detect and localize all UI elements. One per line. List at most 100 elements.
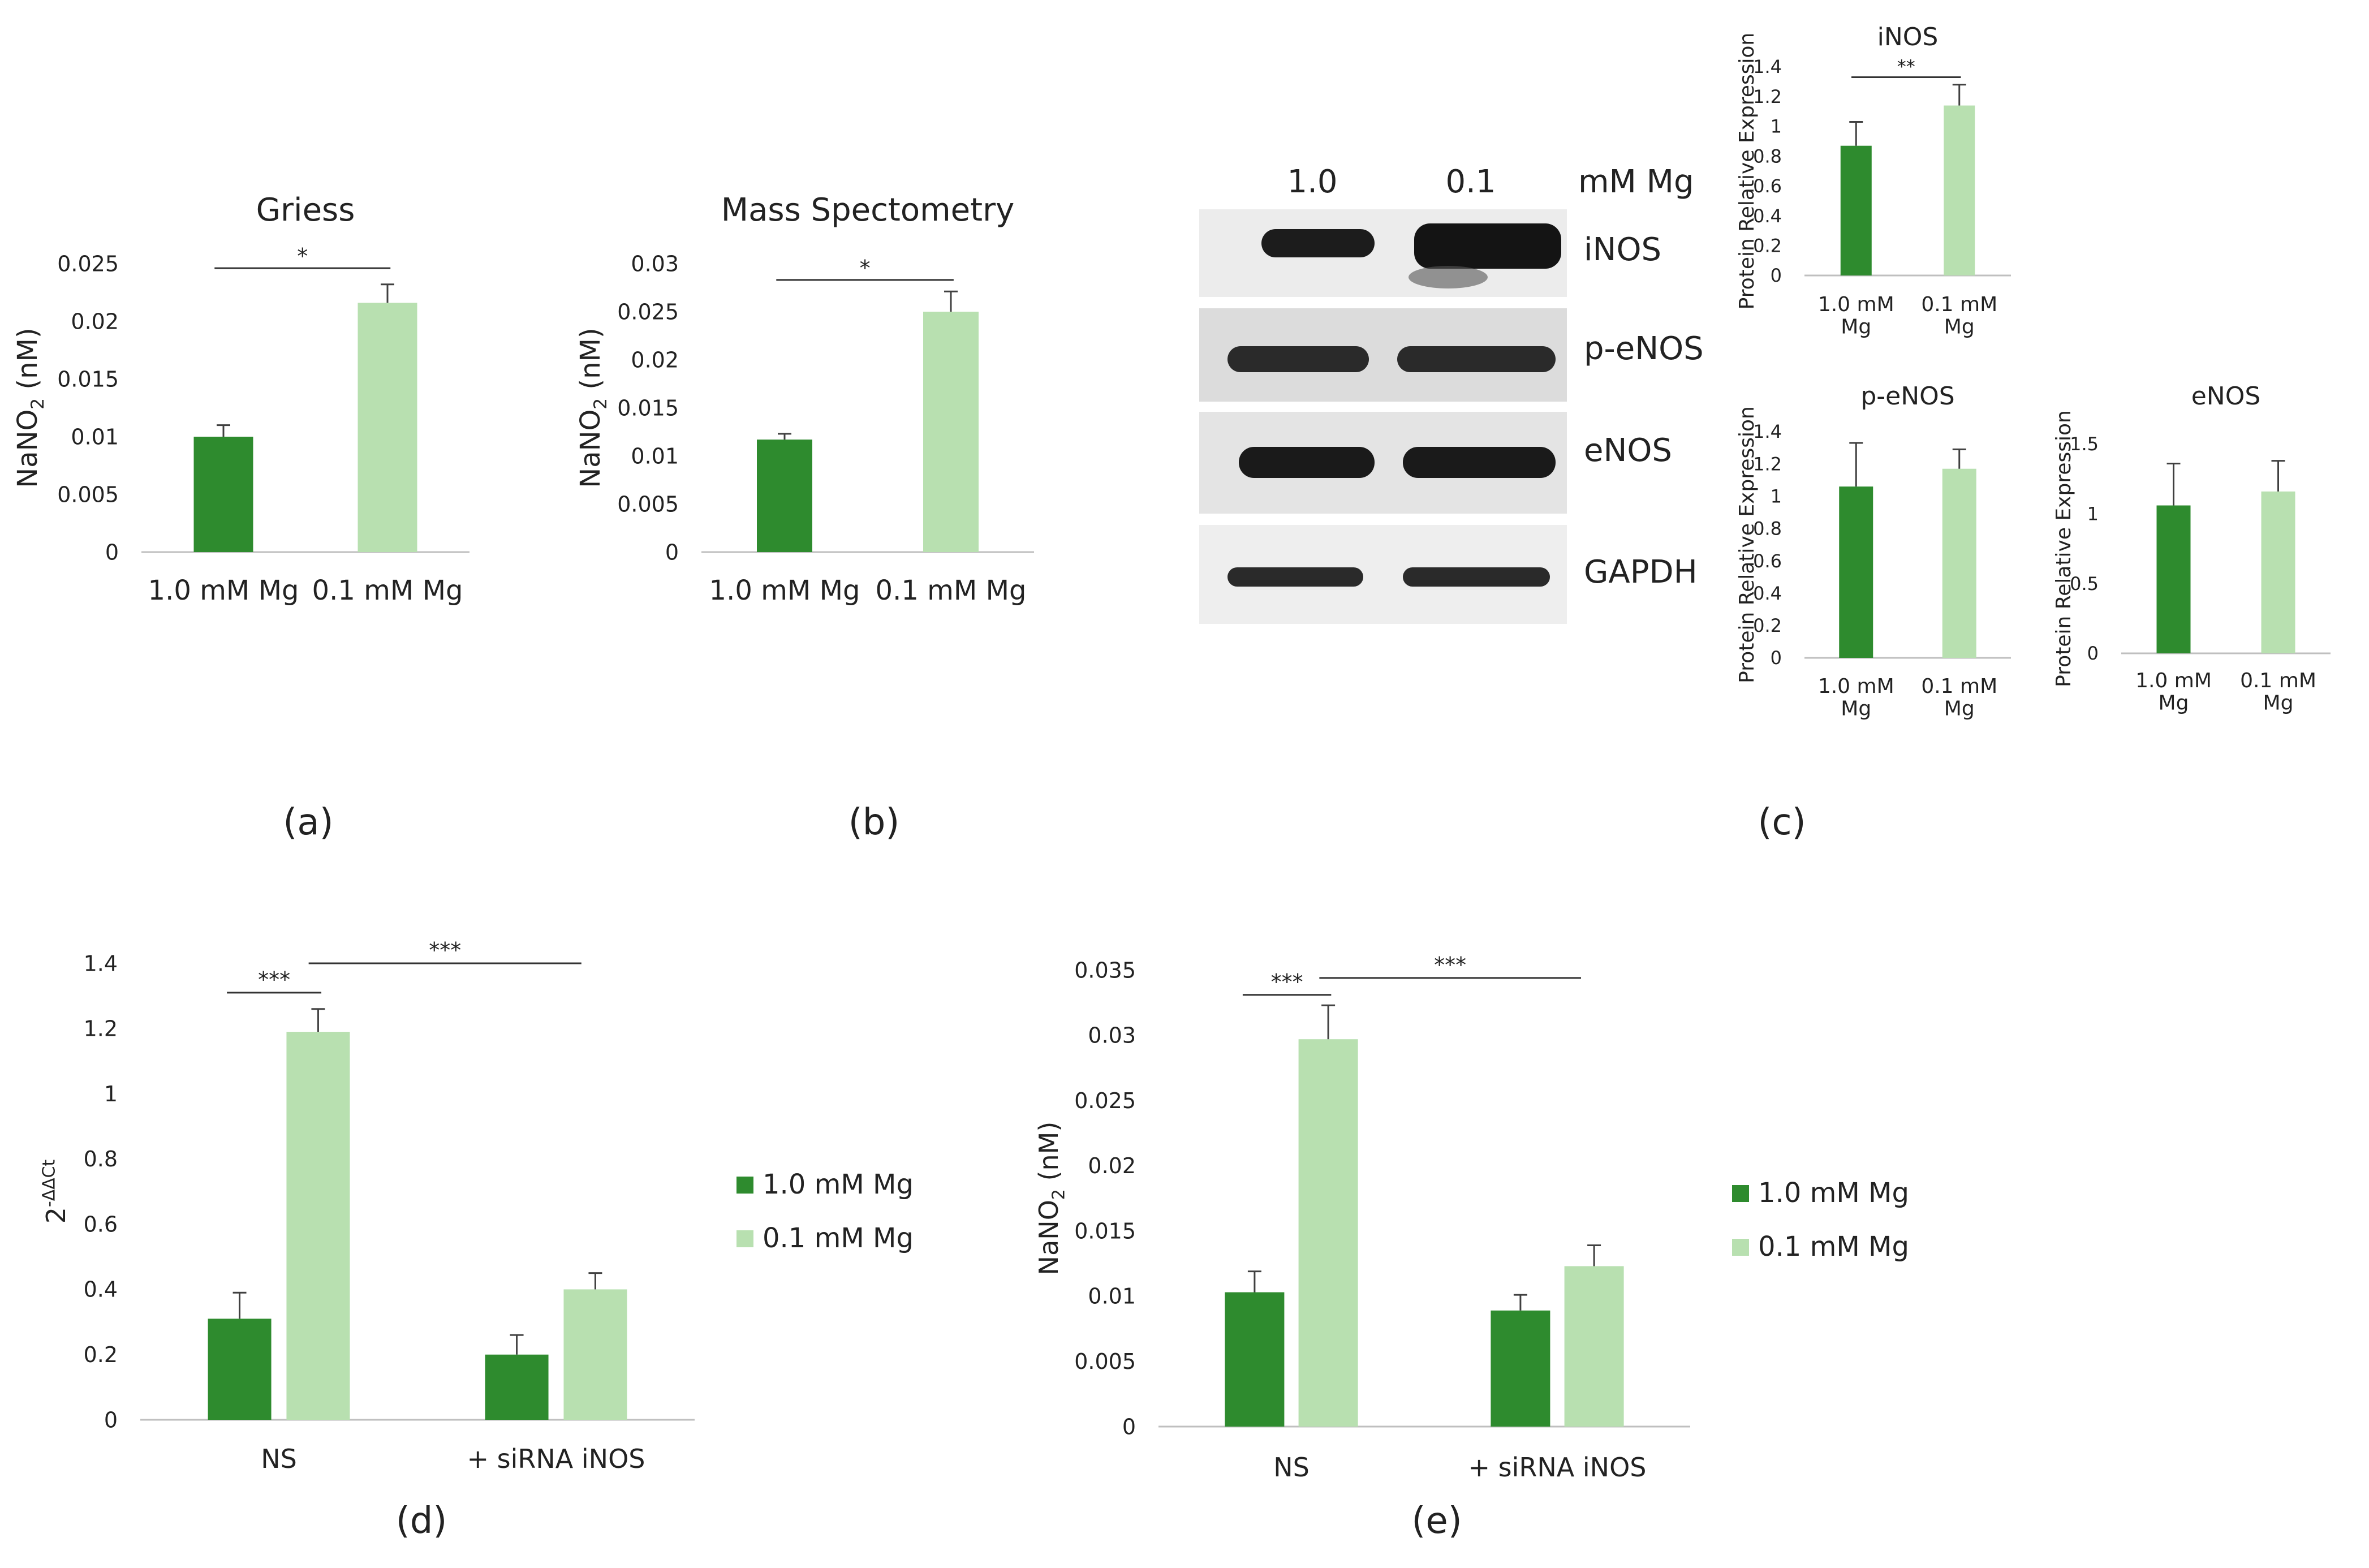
y-tick-label: 0 — [2087, 643, 2099, 664]
y-axis-label: NaNO2 (nM) — [1033, 1122, 1069, 1276]
y-tick-label: 0.035 — [1074, 958, 1136, 983]
y-tick-label: 0.015 — [57, 367, 119, 391]
y-tick-label: 1.5 — [2070, 433, 2099, 455]
bar-0.1mM — [1298, 1039, 1358, 1427]
x-category-label: 1.0 mM — [2135, 669, 2212, 692]
chart-ddct: 0 0.2 0.4 0.6 0.8 1 1.2 1.4 2-ΔΔCt NS + siRNA iNOS… — [40, 938, 695, 1474]
y-tick-label: 1.4 — [84, 951, 118, 976]
chart-title: Griess — [256, 192, 355, 229]
y-tick-label: 0.6 — [1753, 550, 1782, 572]
x-category-label-line2: Mg — [1841, 316, 1871, 339]
western-blot: 1.0 0.1 mM Mg iNOS p-eNOS eNOS GAPDH — [1199, 163, 1704, 624]
y-tick-label: 0.015 — [1074, 1218, 1136, 1243]
y-tick-label: 1 — [104, 1082, 118, 1106]
y-tick-label: 0.02 — [631, 347, 679, 372]
x-category-label: 0.1 mM — [1921, 293, 1997, 316]
blot-band-inos-lane-2 — [1414, 223, 1561, 269]
x-category-label: 1.0 mM Mg — [709, 575, 860, 606]
y-tick-label: 1.4 — [1753, 421, 1782, 442]
x-category-label-line2: Mg — [1841, 697, 1871, 721]
blot-label-gapdh: GAPDH — [1584, 554, 1698, 591]
bar-1mM — [1491, 1310, 1550, 1427]
chart-title: eNOS — [2191, 382, 2261, 411]
blot-header-lane-1: 1.0 — [1287, 163, 1337, 200]
bar-1mM — [1225, 1292, 1285, 1427]
y-tick-label: 0.4 — [1753, 205, 1782, 227]
blot-header-lane-2: 0.1 — [1445, 163, 1496, 200]
y-tick-label: 1 — [2087, 503, 2099, 525]
bar-1mM — [1839, 486, 1873, 658]
x-category-label-line2: Mg — [1944, 697, 1975, 721]
x-category-label: + siRNA iNOS — [467, 1444, 645, 1474]
x-category-label: 1.0 mM Mg — [148, 575, 299, 606]
panel-label-b: (b) — [848, 802, 900, 843]
x-category-label: 0.1 mM Mg — [876, 575, 1027, 606]
chart-nano2-sirna: 0 0.005 0.01 0.015 0.02 0.025 0.03 0.035 NaNO2 (… — [1033, 953, 1690, 1483]
legend-d-label-2: 0.1 mM Mg — [763, 1222, 914, 1254]
y-tick-label: 0 — [665, 540, 679, 565]
y-tick-label: 0 — [104, 1407, 118, 1432]
bar-0.1mM — [923, 312, 979, 552]
y-tick-label: 0.5 — [2070, 573, 2099, 595]
y-tick-label: 1.2 — [1753, 86, 1782, 107]
bar-0.1mM — [1942, 468, 1976, 658]
y-tick-label: 0.2 — [1753, 235, 1782, 256]
y-tick-label: 0.01 — [71, 424, 119, 449]
blot-band-gapdh-lane-1 — [1227, 567, 1363, 587]
blot-band-inos-lane-1 — [1261, 229, 1375, 257]
x-category-label: 1.0 mM — [1818, 293, 1894, 316]
y-tick-label: 0.005 — [1074, 1349, 1136, 1374]
blot-band-peNOS-lane-2 — [1397, 346, 1556, 372]
blot-header-unit: mM Mg — [1578, 163, 1694, 200]
y-axis-label: Protein Relative Expression — [1735, 33, 1759, 310]
chart-mass-spectometry: 0 0.005 0.01 0.015 0.02 0.025 0.03 NaNO2 (nM) Ma… — [575, 192, 1034, 606]
x-category-label-line2: Mg — [1944, 316, 1975, 339]
y-tick-label: 0.005 — [617, 492, 679, 516]
bar-0.1mM — [563, 1289, 627, 1420]
legend-d: 1.0 mM Mg 0.1 mM Mg — [736, 1169, 914, 1254]
panel-label-a: (a) — [283, 802, 333, 843]
significance-marker: * — [860, 256, 871, 281]
y-tick-label: 0 — [1771, 265, 1782, 286]
bar-1mM — [208, 1319, 272, 1420]
bar-0.1mM — [286, 1032, 350, 1420]
y-tick-label: 1 — [1771, 116, 1782, 137]
panel-label-e: (e) — [1411, 1500, 1462, 1542]
significance-marker: *** — [258, 967, 290, 992]
legend-e: 1.0 mM Mg 0.1 mM Mg — [1732, 1177, 1909, 1263]
bar-1mM — [193, 437, 253, 552]
y-tick-label: 1.2 — [1753, 453, 1782, 475]
significance-marker: *** — [429, 938, 461, 963]
legend-e-swatch-1 — [1732, 1185, 1749, 1202]
y-axis-label: NaNO2 (nM) — [12, 328, 48, 488]
y-axis-label: 2-ΔΔCt — [40, 1160, 71, 1224]
y-tick-label: 0.01 — [631, 443, 679, 468]
x-category-label-line2: Mg — [2159, 692, 2189, 715]
x-category-label: NS — [1273, 1452, 1310, 1483]
chart-title: p-eNOS — [1860, 382, 1954, 411]
blot-band-eNOS-lane-1 — [1239, 447, 1375, 478]
y-tick-label: 0.4 — [1753, 583, 1782, 604]
y-tick-label: 0.02 — [71, 309, 119, 334]
x-category-label: NS — [261, 1444, 297, 1474]
y-tick-label: 0.8 — [84, 1147, 118, 1171]
y-tick-label: 0.015 — [617, 395, 679, 420]
significance-marker: * — [297, 244, 308, 269]
y-tick-label: 1.2 — [84, 1016, 118, 1041]
y-tick-label: 0.03 — [1088, 1023, 1136, 1048]
x-category-label: 0.1 mM — [1921, 675, 1997, 698]
x-category-label-line2: Mg — [2263, 692, 2294, 715]
bar-0.1mM — [2261, 491, 2295, 653]
x-category-label: 0.1 mM — [2240, 669, 2316, 692]
y-axis-label: NaNO2 (nM) — [575, 328, 611, 488]
chart-title: Mass Spectometry — [721, 192, 1014, 229]
y-tick-label: 0.2 — [1753, 615, 1782, 636]
bar-1mM — [757, 440, 812, 552]
y-tick-label: 1.4 — [1753, 56, 1782, 77]
chart-title: iNOS — [1877, 23, 1939, 51]
blot-label-peNOS: p-eNOS — [1584, 330, 1704, 367]
legend-d-label-1: 1.0 mM Mg — [763, 1169, 914, 1200]
